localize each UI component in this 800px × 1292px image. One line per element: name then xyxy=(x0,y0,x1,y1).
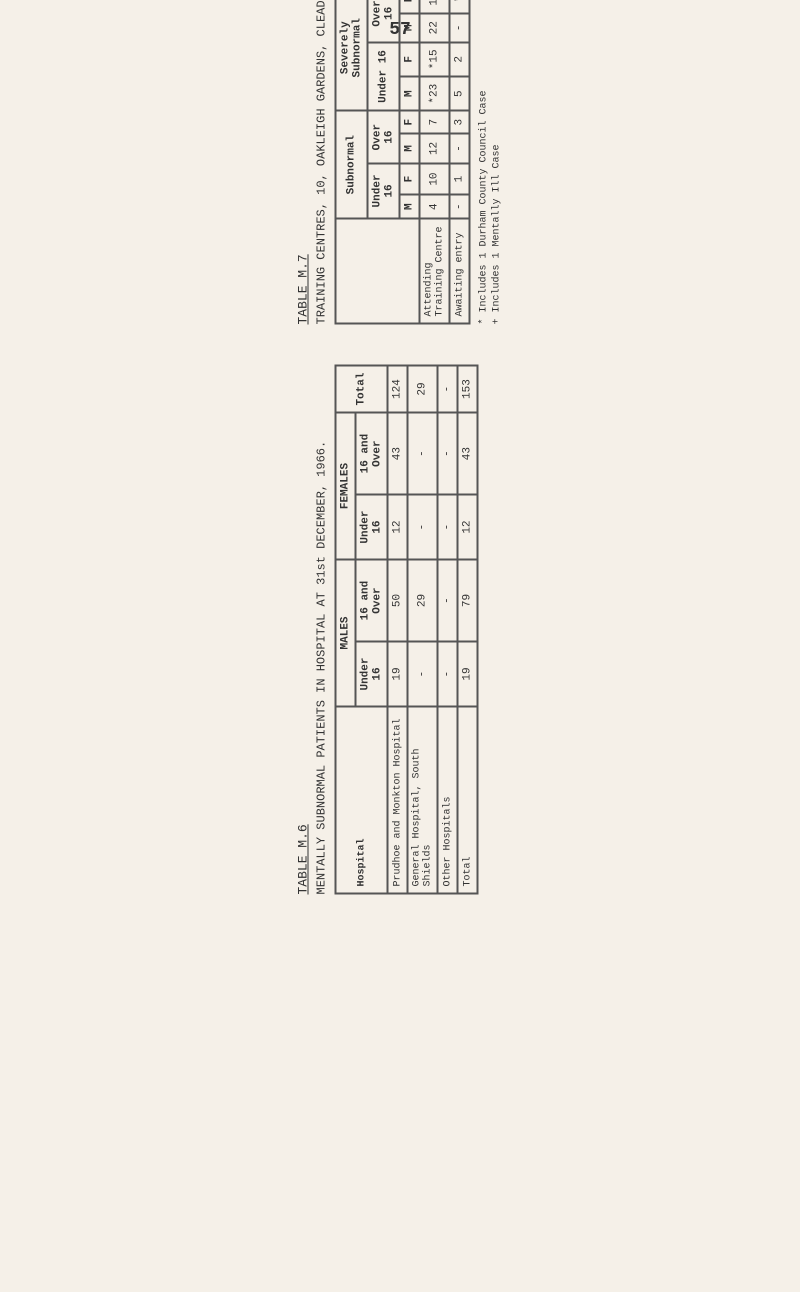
cell: - xyxy=(438,413,458,495)
footnotes: * Includes 1 Durham County Council Case … xyxy=(479,0,503,325)
footnote-1: * Includes 1 Durham County Council Case xyxy=(479,0,490,325)
table-row: Other Hospitals - - - - - xyxy=(438,366,458,894)
col-f: F xyxy=(400,163,420,194)
table-m7: TABLE M.7 TRAINING CENTRES, 10, OAKLEIGH… xyxy=(296,0,505,325)
table-m6-caption: TABLE M.6 xyxy=(296,365,311,895)
table-m6: TABLE M.6 MENTALLY SUBNORMAL PATIENTS IN… xyxy=(296,365,479,895)
cell: 29 xyxy=(408,560,438,642)
row-name: Attending Training Centre xyxy=(420,219,450,324)
col-m: M xyxy=(400,133,420,163)
table-m6-title: MENTALLY SUBNORMAL PATIENTS IN HOSPITAL … xyxy=(315,365,329,895)
group-females: FEMALES xyxy=(336,413,356,560)
cell: 43 xyxy=(388,413,408,495)
cell: *23 xyxy=(420,77,450,111)
cell: 43 xyxy=(458,413,478,495)
blank-header xyxy=(336,219,420,324)
group-subnormal: Subnormal xyxy=(336,111,368,219)
cell: - xyxy=(438,642,458,707)
cell: 10 xyxy=(420,0,450,13)
table-m7-grid: Subnormal Severely Subnormal Totals Gran… xyxy=(335,0,471,325)
cell: 10 xyxy=(420,163,450,194)
cell: 19 xyxy=(388,642,408,707)
cell: - xyxy=(438,495,458,560)
f-over16: 16 and Over xyxy=(356,413,388,495)
cell: 2 xyxy=(450,42,470,76)
col-f: F xyxy=(400,111,420,134)
cell: *15 xyxy=(420,42,450,76)
cell: * xyxy=(450,0,470,13)
row-name: General Hospital, South Shields xyxy=(408,706,438,893)
group-severely: Severely Subnormal xyxy=(336,0,368,111)
cell: 3 xyxy=(450,111,470,134)
col-f: F xyxy=(400,42,420,76)
cell: 12 xyxy=(420,133,450,163)
table-row: Attending Training Centre 4 10 12 7 *23 … xyxy=(420,0,450,324)
table-row: General Hospital, South Shields - 29 - -… xyxy=(408,366,438,894)
f-under16: Under 16 xyxy=(356,495,388,560)
sn-under16: Under 16 xyxy=(368,163,400,218)
table-row-total: Total 19 79 12 43 153 xyxy=(458,366,478,894)
cell: 1 xyxy=(450,163,470,194)
row-name: Prudhoe and Monkton Hospital xyxy=(388,706,408,893)
cell: - xyxy=(450,195,470,219)
table-m6-grid: Hospital MALES FEMALES Total Under 16 16… xyxy=(335,365,479,895)
cell: 12 xyxy=(388,495,408,560)
cell: 7 xyxy=(420,111,450,134)
col-f: F xyxy=(400,0,420,13)
table-row: Prudhoe and Monkton Hospital 19 50 12 43… xyxy=(388,366,408,894)
row-name: Awaiting entry xyxy=(450,219,470,324)
rotated-content: TABLE M.6 MENTALLY SUBNORMAL PATIENTS IN… xyxy=(296,0,505,895)
cell: - xyxy=(438,560,458,642)
cell: 19 xyxy=(458,642,478,707)
col-total: Total xyxy=(336,366,388,413)
cell: 22 xyxy=(420,13,450,42)
table-m7-title: TRAINING CENTRES, 10, OAKLEIGH GARDENS, … xyxy=(315,0,329,325)
col-m: M xyxy=(400,77,420,111)
cell: - xyxy=(408,495,438,560)
m-over16: 16 and Over xyxy=(356,560,388,642)
cell: 12 xyxy=(458,495,478,560)
cell: 4 xyxy=(420,195,450,219)
cell: - xyxy=(408,413,438,495)
cell: - xyxy=(450,133,470,163)
cell: 50 xyxy=(388,560,408,642)
group-males: MALES xyxy=(336,560,356,707)
col-m: M xyxy=(400,13,420,42)
sn-over16: Over 16 xyxy=(368,111,400,164)
cell: - xyxy=(450,13,470,42)
cell: 153 xyxy=(458,366,478,413)
sv-over16: Over 16 xyxy=(368,0,400,42)
col-m: M xyxy=(400,195,420,219)
col-hospital: Hospital xyxy=(336,706,388,893)
table-m7-caption: TABLE M.7 xyxy=(296,0,311,325)
row-name: Other Hospitals xyxy=(438,706,458,893)
cell: - xyxy=(438,366,458,413)
footnote-2: + Includes 1 Mentally Ill Case xyxy=(492,0,503,325)
cell: 29 xyxy=(408,366,438,413)
total-label: Total xyxy=(458,706,478,893)
sv-under16: Under 16 xyxy=(368,42,400,111)
cell: 79 xyxy=(458,560,478,642)
table-row: Awaiting entry - 1 - 3 5 2 - * 5 4 - 3 1… xyxy=(450,0,470,324)
cell: 124 xyxy=(388,366,408,413)
m-under16: Under 16 xyxy=(356,642,388,707)
cell: - xyxy=(408,642,438,707)
cell: 5 xyxy=(450,77,470,111)
